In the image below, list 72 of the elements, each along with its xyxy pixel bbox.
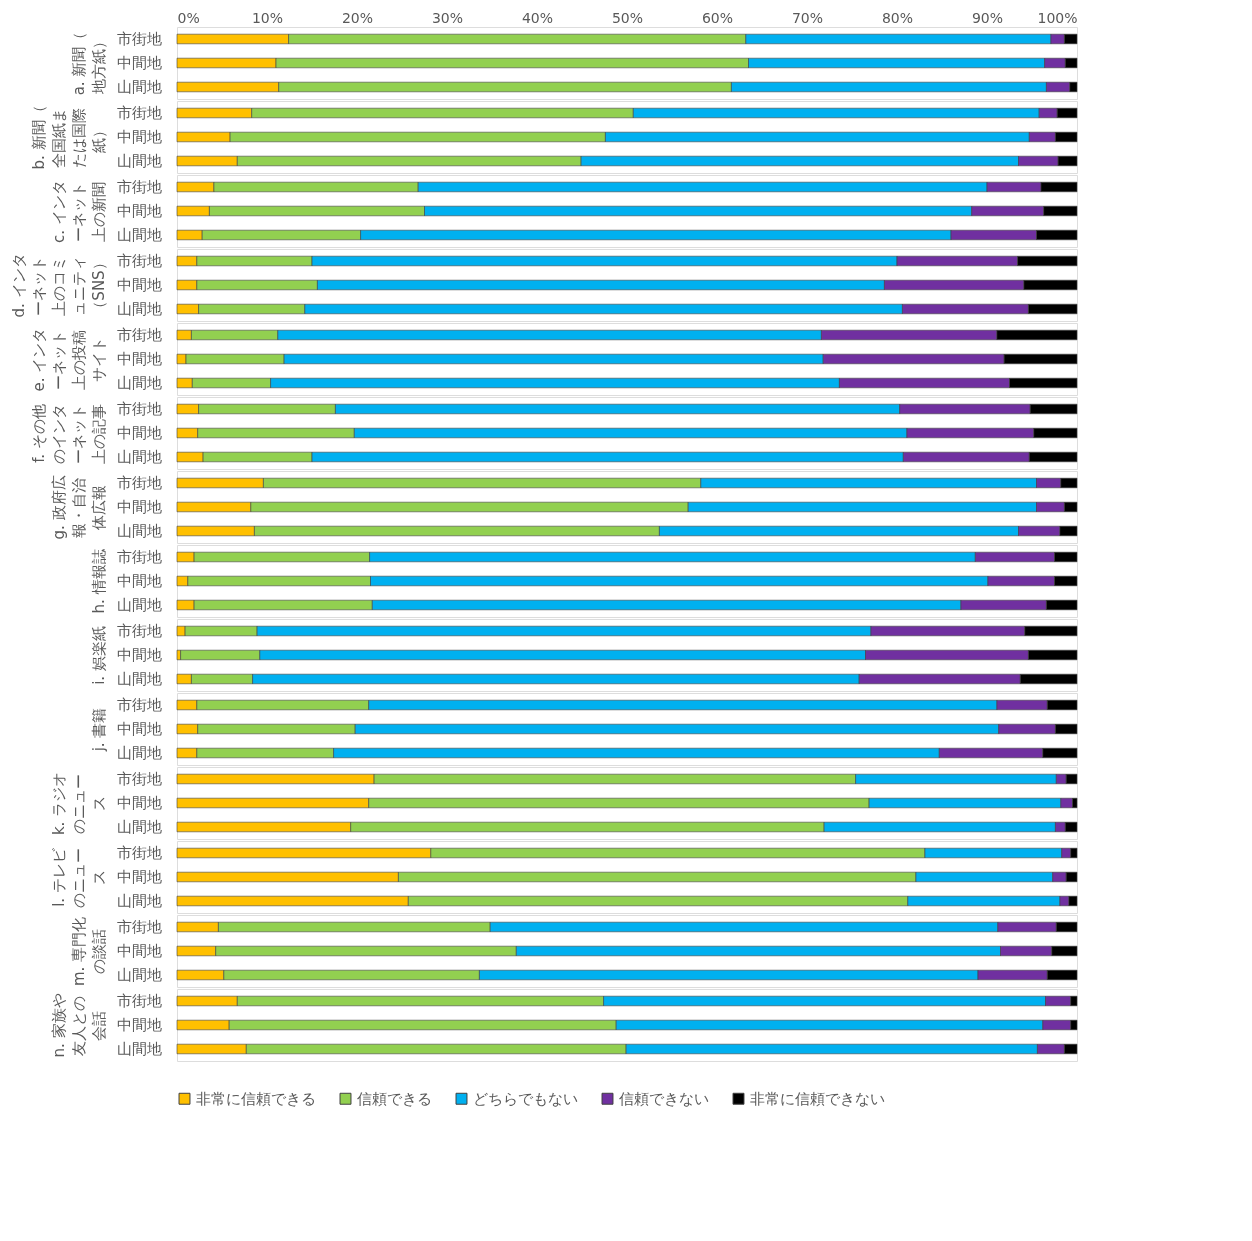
legend-label: 信頼できる (357, 1089, 432, 1108)
y-tick-label: 市街地 (116, 30, 162, 48)
y-tick-label: 市街地 (116, 252, 162, 270)
y-tick-label: 中間地 (116, 572, 162, 590)
legend-label: 信頼できない (619, 1089, 709, 1108)
y-tick-label: 市街地 (116, 992, 162, 1010)
y-tick-label: 市街地 (116, 622, 162, 640)
y-tick-label: 山間地 (116, 78, 162, 96)
y-tick-label: 中間地 (116, 646, 162, 664)
y-axis-title: f. その他のインターネット上の記事 (29, 403, 108, 464)
y-tick-label: 山間地 (116, 744, 162, 762)
y-axis-title: c. インターネット上の新聞 (49, 180, 108, 243)
y-tick-label: 市街地 (116, 104, 162, 122)
y-axis-title: g. 政府広報・自治体広報 (49, 475, 108, 540)
y-tick-label: 市街地 (116, 326, 162, 344)
y-tick-label: 市街地 (116, 400, 162, 418)
y-axis-title: k. ラジオのニュース (49, 771, 108, 836)
y-tick-label: 市街地 (116, 178, 162, 196)
y-axis-title: d. インターネット上のコミュニティ（SNS） (9, 253, 108, 318)
y-tick-label: 市街地 (116, 474, 162, 492)
x-tick-label: 90% (971, 9, 1004, 26)
y-tick-label: 山間地 (116, 966, 162, 984)
y-tick-label: 山間地 (116, 670, 162, 688)
legend-label: どちらでもない (473, 1089, 578, 1108)
y-tick-label: 中間地 (116, 202, 162, 220)
y-tick-label: 山間地 (116, 152, 162, 170)
y-axis-title: b. 新聞（全国紙または国際紙） (29, 105, 108, 170)
y-axis-title: h. 情報誌 (89, 549, 108, 614)
x-tick-label: 40% (521, 9, 554, 26)
y-axis-title: m. 専門化の談話 (69, 916, 108, 987)
y-tick-label: 山間地 (116, 818, 162, 836)
y-axis-title: l. テレビのニュース (49, 847, 108, 908)
y-tick-label: 中間地 (116, 942, 162, 960)
x-tick-label: 70% (791, 9, 824, 26)
y-tick-label: 山間地 (116, 596, 162, 614)
y-tick-label: 中間地 (116, 128, 162, 146)
x-tick-label: 20% (341, 9, 374, 26)
y-axis-title: n. 家族や友人との会話 (49, 993, 108, 1058)
legend-label: 非常に信頼できない (750, 1089, 885, 1108)
y-tick-label: 山間地 (116, 1040, 162, 1058)
y-tick-label: 中間地 (116, 350, 162, 368)
y-tick-label: 中間地 (116, 276, 162, 294)
y-tick-label: 山間地 (116, 522, 162, 540)
y-tick-label: 中間地 (116, 720, 162, 738)
y-tick-label: 市街地 (116, 548, 162, 566)
x-tick-label: 10% (251, 9, 284, 26)
x-tick-label: 50% (611, 9, 644, 26)
x-tick-label: 80% (881, 9, 914, 26)
x-tick-label: 30% (431, 9, 464, 26)
y-tick-label: 山間地 (116, 448, 162, 466)
y-axis-title: e. インターネット上の投稿サイト (29, 327, 108, 392)
x-tick-label: 100% (1037, 9, 1078, 26)
y-tick-label: 山間地 (116, 300, 162, 318)
y-tick-label: 中間地 (116, 54, 162, 72)
y-axis-title: a. 新聞（地方紙） (69, 31, 108, 96)
x-tick-label: 0% (177, 9, 200, 26)
y-tick-label: 中間地 (116, 794, 162, 812)
y-tick-label: 中間地 (116, 498, 162, 516)
legend-label: 非常に信頼できる (196, 1089, 316, 1108)
x-tick-label: 60% (701, 9, 734, 26)
y-tick-label: 市街地 (116, 844, 162, 862)
y-tick-label: 市街地 (116, 770, 162, 788)
y-tick-label: 山間地 (116, 892, 162, 910)
y-tick-label: 山間地 (116, 374, 162, 392)
y-tick-label: 市街地 (116, 918, 162, 936)
y-tick-label: 中間地 (116, 424, 162, 442)
y-axis-title: i. 娯楽紙 (89, 626, 108, 685)
y-tick-label: 市街地 (116, 696, 162, 714)
y-tick-label: 中間地 (116, 1016, 162, 1034)
y-tick-label: 中間地 (116, 868, 162, 886)
y-axis-title: j. 書籍 (89, 707, 108, 753)
y-tick-label: 山間地 (116, 226, 162, 244)
